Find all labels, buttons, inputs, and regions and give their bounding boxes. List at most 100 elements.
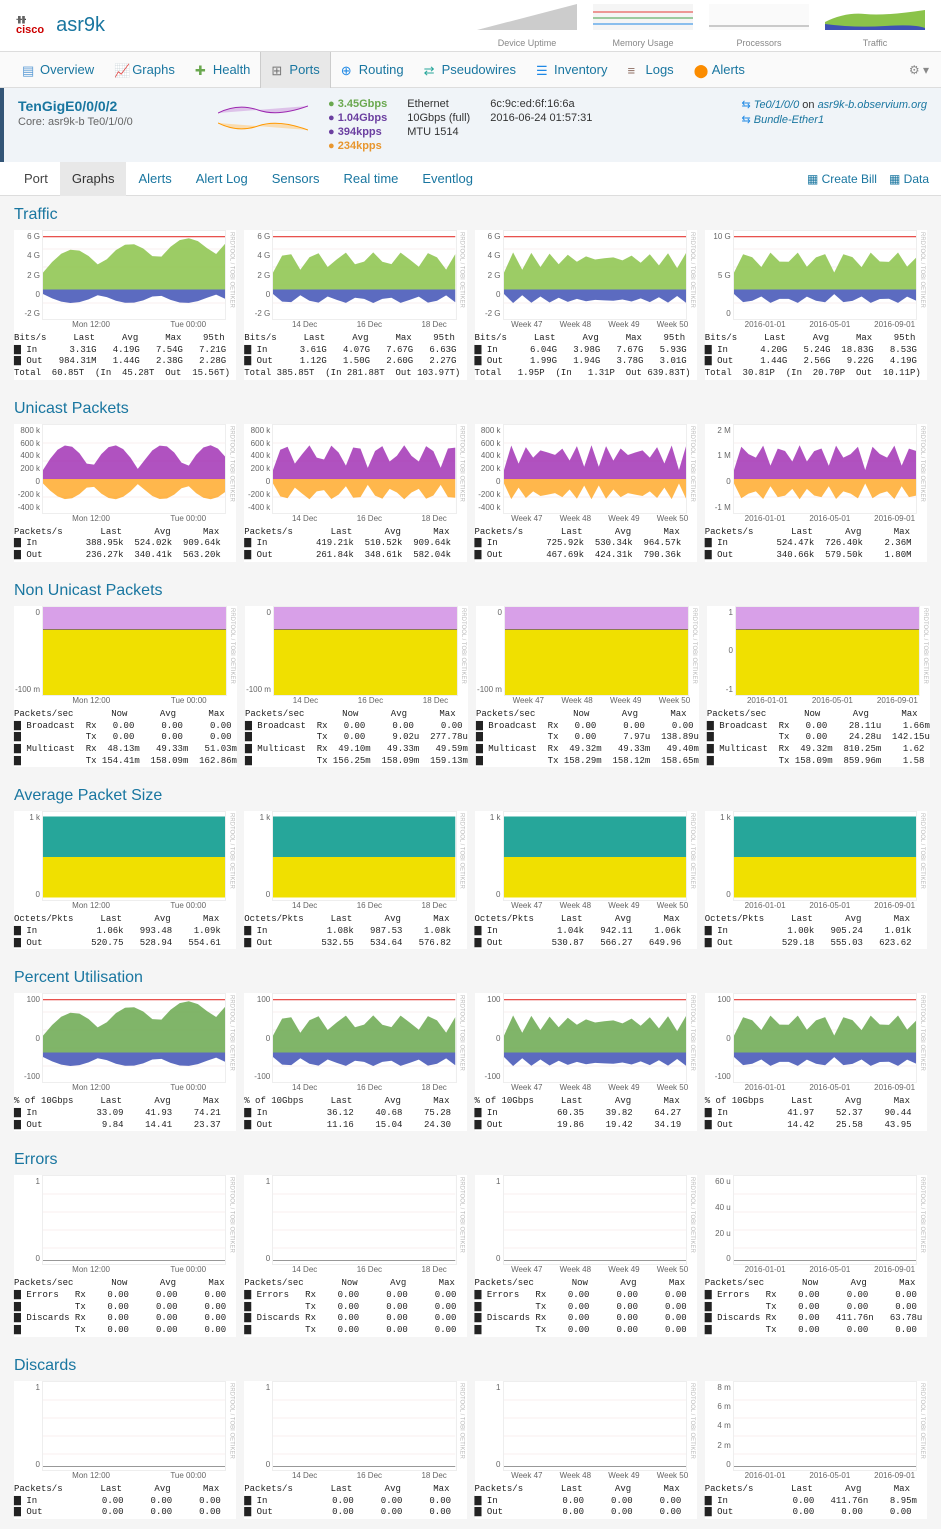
chart-stats: Packets/s Last Avg Max ▇ In 388.95k 524.… [14,527,236,562]
nav-tab-graphs[interactable]: 📈Graphs [104,52,185,88]
ports-icon: ⊞ [271,63,285,77]
chart-cell[interactable]: 8 m6 m4 m2 m0RRDTOOL / TOBI OETIKER2016-… [705,1381,927,1519]
port-sparkline [218,98,308,152]
chart-cell[interactable]: 1 k0RRDTOOL / TOBI OETIKER14 Dec16 Dec18… [244,811,466,949]
chart-stats: Packets/sec Now Avg Max ▇ Broadcast Rx 0… [707,709,930,767]
chart-stats: Octets/Pkts Last Avg Max ▇ In 1.04k 942.… [475,914,697,949]
mini-chart-processors[interactable]: Processors [709,4,809,48]
sub-tab-alerts[interactable]: Alerts [126,162,183,196]
chart-stats: Packets/sec Now Avg Max ▇ Broadcast Rx 0… [476,709,699,767]
inventory-icon: ☰ [536,63,550,77]
chart-stats: Packets/sec Now Avg Max ▇ Errors Rx 0.00… [14,1278,236,1336]
sub-tab-alert-log[interactable]: Alert Log [184,162,260,196]
alerts-icon: ⬤ [694,63,708,77]
port-related: ⇆ Te0/1/0/0 on asr9k-b.observium.org ⇆ Bu… [741,98,927,152]
sub-tab-eventlog[interactable]: Eventlog [410,162,485,196]
chart-cell[interactable]: 10RRDTOOL / TOBI OETIKERWeek 47Week 48We… [475,1381,697,1519]
chart-cell[interactable]: 1000-100RRDTOOL / TOBI OETIKERWeek 47Wee… [475,993,697,1131]
chart-stats: Bits/s Last Avg Max 95th ▇ In 6.04G 3.98… [475,333,697,380]
chart-cell[interactable]: 0-100 mRRDTOOL / TOBI OETIKER14 Dec16 De… [245,606,468,767]
port-info-item: MTU 1514 [407,126,470,138]
port-related-link[interactable]: ⇆ Bundle-Ether1 [741,113,927,126]
chart-cell[interactable]: 1 k0RRDTOOL / TOBI OETIKERWeek 47Week 48… [475,811,697,949]
nav-tab-pseudowires[interactable]: ⇄Pseudowires [414,52,526,88]
nav-tab-logs[interactable]: ≡Logs [617,52,683,88]
chart-cell[interactable]: 0-100 mRRDTOOL / TOBI OETIKERWeek 47Week… [476,606,699,767]
port-name[interactable]: TenGigE0/0/0/2 [18,98,198,114]
section-percent-utilisation: Percent Utilisation 1000-100RRDTOOL / TOB… [0,959,941,1141]
nav-tab-routing[interactable]: ⊕Routing [331,52,414,88]
sub-tab-real-time[interactable]: Real time [331,162,410,196]
chart-cell[interactable]: 6 G4 G2 G0-2 GRRDTOOL / TOBI OETIKERWeek… [475,230,697,380]
chart-cell[interactable]: 1000-100RRDTOOL / TOBI OETIKER2016-01-01… [705,993,927,1131]
chart-cell[interactable]: 10-1RRDTOOL / TOBI OETIKER2016-01-012016… [707,606,930,767]
section-non-unicast-packets: Non Unicast Packets 0-100 mRRDTOOL / TOBI… [0,572,941,777]
nav-tab-ports[interactable]: ⊞Ports [260,52,330,88]
chart-cell[interactable]: 800 k600 k400 k200 k0-200 k-400 kRRDTOOL… [14,424,236,562]
chart-stats: % of 10Gbps Last Avg Max ▇ In 60.35 39.8… [475,1096,697,1131]
section-title: Traffic [14,206,927,224]
port-header: TenGigE0/0/0/2 Core: asr9k-b Te0/1/0/0 ●… [0,88,941,162]
chart-cell[interactable]: 6 G4 G2 G0-2 GRRDTOOL / TOBI OETIKER14 D… [244,230,466,380]
port-info-item: 6c:9c:ed:6f:16:6a [490,98,592,110]
chart-cell[interactable]: 60 u40 u20 u0RRDTOOL / TOBI OETIKER2016-… [705,1175,927,1336]
data-button[interactable]: ▦ Data [889,172,929,186]
vendor-logo: cisco [16,15,52,36]
mini-chart-memory-usage[interactable]: Memory Usage [593,4,693,48]
nav-tab-inventory[interactable]: ☰Inventory [526,52,617,88]
section-discards: Discards10RRDTOOL / TOBI OETIKERMon 12:0… [0,1347,941,1529]
chart-cell[interactable]: 10 G5 G0RRDTOOL / TOBI OETIKER2016-01-01… [705,230,927,380]
chart-stats: Packets/sec Now Avg Max ▇ Broadcast Rx 0… [14,709,237,767]
nav-tab-alerts[interactable]: ⬤Alerts [684,52,755,88]
chart-cell[interactable]: 10RRDTOOL / TOBI OETIKERMon 12:00Tue 00:… [14,1381,236,1519]
chart-cell[interactable]: 800 k600 k400 k200 k0-200 k-400 kRRDTOOL… [475,424,697,562]
section-title: Average Packet Size [14,787,927,805]
section-traffic: Traffic 6 G4 G2 G0-2 GRRDTOOL / TOBI OETI… [0,196,941,390]
chart-stats: Packets/s Last Avg Max ▇ In 0.00 0.00 0.… [475,1484,697,1519]
mini-chart-traffic[interactable]: Traffic [825,4,925,48]
chart-cell[interactable]: 0-100 mRRDTOOL / TOBI OETIKERMon 12:00Tu… [14,606,237,767]
chart-cell[interactable]: 2 M1 M0-1 MRRDTOOL / TOBI OETIKER2016-01… [705,424,927,562]
mini-chart-device-uptime[interactable]: Device Uptime [477,4,577,48]
sub-tab-graphs[interactable]: Graphs [60,162,127,196]
port-related-link[interactable]: ⇆ Te0/1/0/0 on asr9k-b.observium.org [741,98,927,111]
port-rate: ● 234kpps [328,140,387,152]
chart-stats: % of 10Gbps Last Avg Max ▇ In 41.97 52.3… [705,1096,927,1131]
gear-icon[interactable]: ⚙ ▾ [909,63,929,77]
overview-icon: ▤ [22,63,36,77]
port-info2: 6c:9c:ed:6f:16:6a 2016-06-24 01:57:31 [490,98,592,152]
create-bill-button[interactable]: ▦ Create Bill [807,172,877,186]
chart-cell[interactable]: 1000-100RRDTOOL / TOBI OETIKERMon 12:00T… [14,993,236,1131]
pseudowires-icon: ⇄ [424,63,438,77]
chart-cell[interactable]: 10RRDTOOL / TOBI OETIKER14 Dec16 Dec18 D… [244,1175,466,1336]
chart-cell[interactable]: 1000-100RRDTOOL / TOBI OETIKER14 Dec16 D… [244,993,466,1131]
section-errors: Errors10RRDTOOL / TOBI OETIKERMon 12:00T… [0,1141,941,1346]
sub-tabs: PortGraphsAlertsAlert LogSensorsReal tim… [0,162,941,196]
sub-tab-sensors[interactable]: Sensors [260,162,332,196]
data-icon: ▦ [889,172,900,186]
port-rate: ● 1.04Gbps [328,112,387,124]
chart-stats: Octets/Pkts Last Avg Max ▇ In 1.06k 993.… [14,914,236,949]
port-info-item: 2016-06-24 01:57:31 [490,112,592,124]
nav-tab-health[interactable]: ✚Health [185,52,261,88]
chart-cell[interactable]: 800 k600 k400 k200 k0-200 k-400 kRRDTOOL… [244,424,466,562]
device-name[interactable]: asr9k [56,14,105,37]
nav-tab-overview[interactable]: ▤Overview [12,52,104,88]
chart-cell[interactable]: 6 G4 G2 G0-2 GRRDTOOL / TOBI OETIKERMon … [14,230,236,380]
chart-stats: Packets/s Last Avg Max ▇ In 0.00 0.00 0.… [14,1484,236,1519]
header-mini-charts: Device Uptime Memory Usage Processors Traff… [477,4,925,48]
section-title: Non Unicast Packets [14,582,927,600]
chart-stats: Bits/s Last Avg Max 95th ▇ In 3.31G 4.19… [14,333,236,380]
chart-cell[interactable]: 10RRDTOOL / TOBI OETIKERWeek 47Week 48We… [475,1175,697,1336]
chart-stats: Packets/sec Now Avg Max ▇ Errors Rx 0.00… [705,1278,927,1336]
chart-stats: Bits/s Last Avg Max 95th ▇ In 4.20G 5.24… [705,333,927,380]
logs-icon: ≡ [627,63,641,77]
sub-tab-port[interactable]: Port [12,162,60,196]
chart-cell[interactable]: 10RRDTOOL / TOBI OETIKERMon 12:00Tue 00:… [14,1175,236,1336]
header: cisco asr9k Device Uptime Memory Usage Pro… [0,0,941,52]
port-info1: Ethernet10Gbps (full)MTU 1514 [407,98,470,152]
section-title: Percent Utilisation [14,969,927,987]
chart-cell[interactable]: 10RRDTOOL / TOBI OETIKER14 Dec16 Dec18 D… [244,1381,466,1519]
chart-cell[interactable]: 1 k0RRDTOOL / TOBI OETIKER2016-01-012016… [705,811,927,949]
chart-cell[interactable]: 1 k0RRDTOOL / TOBI OETIKERMon 12:00Tue 0… [14,811,236,949]
